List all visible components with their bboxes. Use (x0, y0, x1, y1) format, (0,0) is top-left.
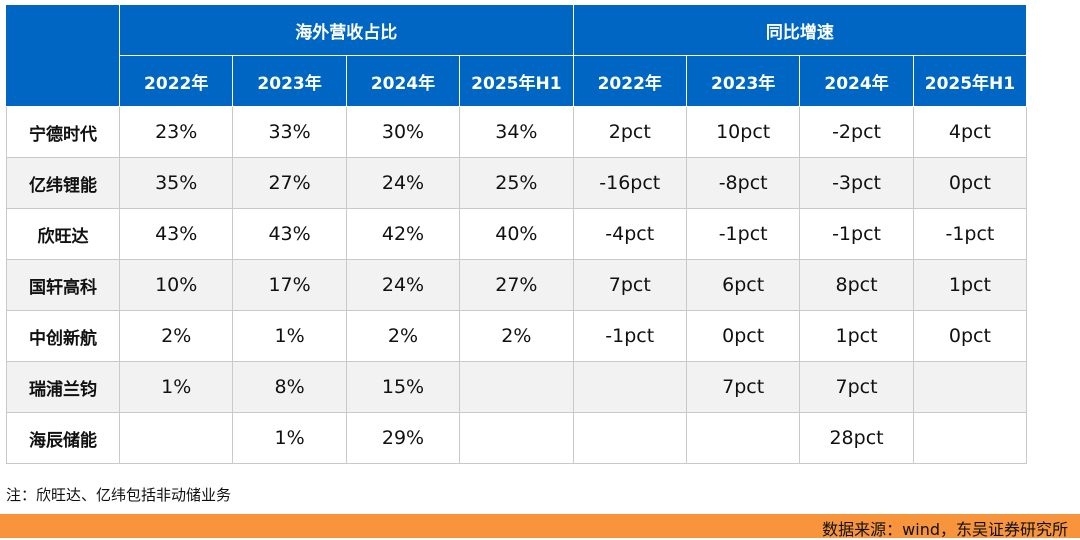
overseas-share-cell: 1% (232, 310, 347, 362)
table-row: 海辰储能 1% 29% 28pct (6, 412, 1028, 464)
yoy-growth-cell: 0pct (913, 310, 1028, 362)
overseas-share-cell: 23% (119, 106, 234, 158)
yoy-growth-cell: 4pct (913, 106, 1028, 158)
year-header: 2024年 (799, 55, 914, 107)
table-row: 欣旺达 43% 43% 42% 40% -4pct -1pct -1pct -1pct (6, 208, 1028, 260)
overseas-share-cell: 2% (459, 310, 574, 362)
data-source-label: 数据来源：wind，东吴证券研究所 (822, 520, 1068, 539)
yoy-growth-cell (913, 412, 1028, 464)
source-bar: 数据来源：wind，东吴证券研究所 (0, 514, 1080, 539)
table-row: 亿纬锂能 35% 27% 24% 25% -16pct -8pct -3pct 0pct (6, 157, 1028, 209)
yoy-growth-cell: -3pct (799, 157, 914, 209)
company-name-cell: 宁德时代 (6, 106, 120, 158)
company-name-cell: 海辰储能 (6, 412, 120, 464)
table-row: 中创新航 2% 1% 2% 2% -1pct 0pct 1pct 0pct (6, 310, 1028, 362)
yoy-growth-cell (573, 361, 687, 413)
overseas-share-cell: 27% (232, 157, 347, 209)
year-header: 2025年H1 (459, 55, 574, 107)
yoy-growth-cell: -1pct (913, 208, 1028, 260)
overseas-share-cell: 8% (232, 361, 347, 413)
yoy-growth-cell: 28pct (799, 412, 914, 464)
yoy-growth-cell: -8pct (686, 157, 801, 209)
overseas-share-cell: 24% (346, 259, 461, 311)
year-header: 2022年 (118, 55, 234, 107)
overseas-revenue-table: 海外营收占比 同比增速 2022年 2023年 2024年 2025年H1 20… (6, 4, 1028, 464)
data-table-container: 海外营收占比 同比增速 2022年 2023年 2024年 2025年H1 20… (6, 4, 1028, 464)
yoy-growth-cell: 8pct (799, 259, 914, 311)
overseas-share-cell: 1% (119, 361, 234, 413)
year-header: 2025年H1 (912, 55, 1028, 107)
yoy-growth-cell: -2pct (799, 106, 914, 158)
yoy-growth-cell: -4pct (573, 208, 687, 260)
company-name-cell: 欣旺达 (6, 208, 120, 260)
overseas-share-cell: 42% (346, 208, 461, 260)
yoy-growth-cell: 6pct (686, 259, 801, 311)
overseas-share-cell: 30% (346, 106, 461, 158)
company-name-cell: 亿纬锂能 (6, 157, 120, 209)
overseas-share-cell: 43% (232, 208, 347, 260)
corner-header (6, 4, 120, 107)
company-name-cell: 国轩高科 (6, 259, 120, 311)
table-row: 国轩高科 10% 17% 24% 27% 7pct 6pct 8pct 1pct (6, 259, 1028, 311)
year-header: 2024年 (345, 55, 461, 107)
yoy-growth-cell (573, 412, 687, 464)
yoy-growth-cell: 7pct (799, 361, 914, 413)
yoy-growth-cell: -1pct (799, 208, 914, 260)
overseas-share-cell: 27% (459, 259, 574, 311)
yoy-growth-cell: -16pct (573, 157, 687, 209)
overseas-share-cell: 15% (346, 361, 461, 413)
overseas-share-cell: 33% (232, 106, 347, 158)
overseas-share-cell: 25% (459, 157, 574, 209)
yoy-growth-cell (686, 412, 801, 464)
company-name-cell: 瑞浦兰钧 (6, 361, 120, 413)
yoy-growth-cell: 2pct (573, 106, 687, 158)
yoy-growth-cell: 7pct (686, 361, 801, 413)
overseas-share-cell: 2% (346, 310, 461, 362)
table-row: 瑞浦兰钧 1% 8% 15% 7pct 7pct (6, 361, 1028, 413)
yoy-growth-cell: 0pct (686, 310, 801, 362)
yoy-growth-cell: 10pct (686, 106, 801, 158)
overseas-share-cell: 35% (119, 157, 234, 209)
table-row: 宁德时代 23% 33% 30% 34% 2pct 10pct -2pct 4pct (6, 106, 1028, 158)
overseas-share-cell (459, 412, 574, 464)
year-header: 2023年 (685, 55, 801, 107)
group-header-overseas-share: 海外营收占比 (119, 4, 574, 56)
overseas-share-cell: 1% (232, 412, 347, 464)
table-note: 注：欣旺达、亿纬包括非动储业务 (6, 486, 232, 504)
company-name-cell: 中创新航 (6, 310, 120, 362)
overseas-share-cell: 2% (119, 310, 234, 362)
yoy-growth-cell (913, 361, 1028, 413)
overseas-share-cell (459, 361, 574, 413)
yoy-growth-cell: 1pct (799, 310, 914, 362)
overseas-share-cell: 40% (459, 208, 574, 260)
overseas-share-cell: 29% (346, 412, 461, 464)
overseas-share-cell: 43% (119, 208, 234, 260)
overseas-share-cell (119, 412, 234, 464)
overseas-share-cell: 17% (232, 259, 347, 311)
overseas-share-cell: 24% (346, 157, 461, 209)
overseas-share-cell: 10% (119, 259, 234, 311)
group-header-yoy-growth: 同比增速 (572, 4, 1028, 56)
yoy-growth-cell: 1pct (913, 259, 1028, 311)
year-header: 2023年 (232, 55, 347, 107)
yoy-growth-cell: 7pct (573, 259, 687, 311)
yoy-growth-cell: 0pct (913, 157, 1028, 209)
yoy-growth-cell: -1pct (686, 208, 801, 260)
overseas-share-cell: 34% (459, 106, 574, 158)
year-header: 2022年 (572, 55, 687, 107)
yoy-growth-cell: -1pct (573, 310, 687, 362)
